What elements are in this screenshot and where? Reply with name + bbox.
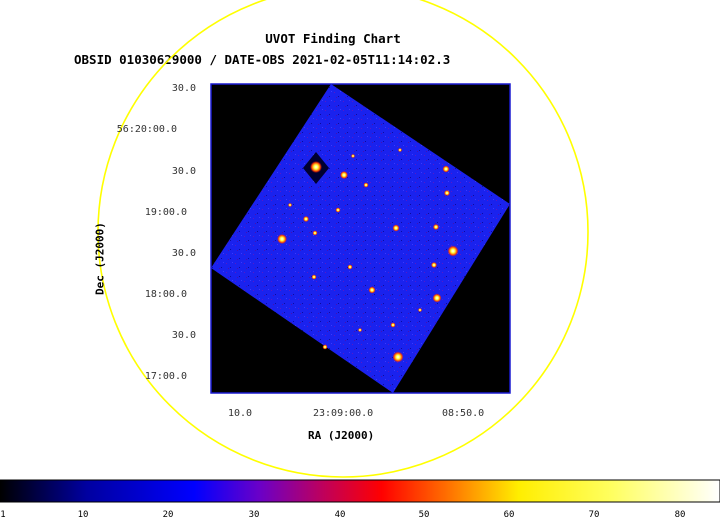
dec-tick-label: 30.0 [171, 166, 196, 177]
point-source [392, 351, 404, 363]
point-source [444, 190, 450, 196]
colorbar-tick-label: 60 [503, 510, 515, 520]
point-source [335, 207, 341, 213]
sources-layer [277, 148, 459, 363]
colorbar-tick-label: 40 [334, 510, 346, 520]
colorbar-tick-label: 70 [588, 510, 600, 520]
ra-tick-label: 10.0 [228, 408, 253, 419]
point-source [303, 216, 309, 222]
point-source [288, 203, 292, 207]
point-source [340, 171, 348, 179]
field-of-view-circle [97, 0, 589, 478]
dec-tick-label: 30.0 [171, 248, 196, 259]
colorbar-tick-label: 20 [162, 510, 174, 520]
point-source [312, 230, 318, 236]
point-source [398, 148, 402, 152]
point-source [392, 224, 400, 232]
point-source [418, 308, 422, 312]
point-source [310, 161, 322, 173]
point-source [322, 344, 328, 350]
chart-title: UVOT Finding Chart [265, 31, 401, 46]
point-source [368, 286, 376, 294]
dec-axis-label: Dec (J2000) [93, 222, 107, 295]
point-source [351, 154, 355, 158]
dec-tick-label: 19:00.0 [144, 207, 187, 218]
point-source [311, 274, 317, 280]
point-source [432, 293, 442, 303]
dec-tick-label: 18:00.0 [144, 289, 187, 300]
point-source [433, 224, 439, 230]
chart-subtitle: OBSID 01030629000 / DATE-OBS 2021-02-05T… [74, 52, 451, 67]
colorbar-tick-label: 30 [248, 510, 260, 520]
point-source [442, 165, 450, 173]
dec-tick-label: 17:00.0 [144, 371, 187, 382]
ra-axis-label: RA (J2000) [308, 429, 375, 442]
dec-tick-label: 56:20:00.0 [116, 124, 177, 135]
point-source [277, 234, 287, 244]
dec-tick-label: 30.0 [171, 83, 196, 94]
point-source [347, 264, 353, 270]
colorbar-tick-label: 1 [0, 510, 6, 520]
colorbar-tick-label: 80 [674, 510, 686, 520]
point-source [431, 262, 437, 268]
colorbar-tick-label: 10 [77, 510, 89, 520]
ra-tick-label: 08:50.0 [442, 408, 485, 419]
ra-tick-label: 23:09:00.0 [313, 408, 374, 419]
point-source [363, 182, 369, 188]
point-source [358, 328, 362, 332]
colorbar-tick-label: 50 [418, 510, 430, 520]
point-source [390, 322, 396, 328]
point-source [447, 245, 459, 257]
colorbar [0, 479, 720, 503]
exposure-region [211, 84, 510, 393]
dec-tick-label: 30.0 [171, 330, 196, 341]
